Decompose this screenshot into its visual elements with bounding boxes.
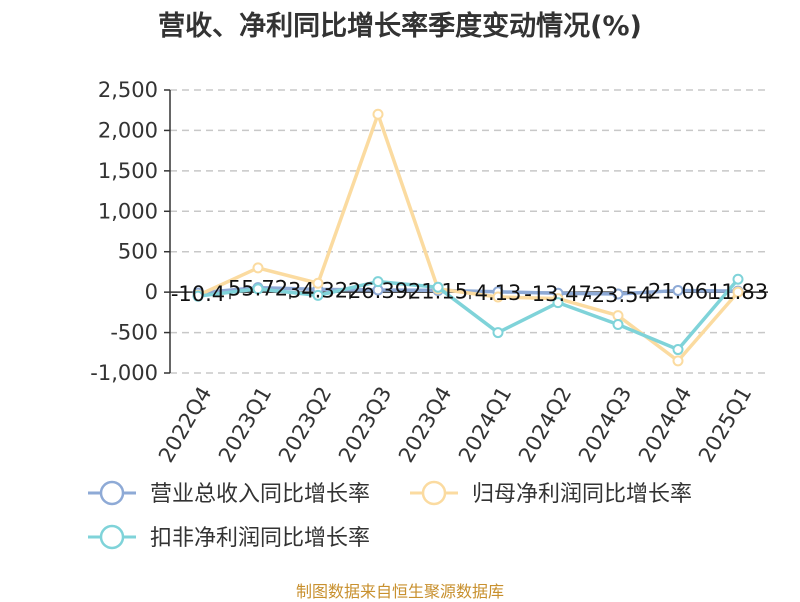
gridlines [170,89,768,374]
data-label: 55.72 [228,277,288,301]
x-tick-label: 2024Q2 [514,383,576,467]
data-point [612,310,624,322]
y-tick-label: -1,000 [90,361,158,385]
data-point [732,286,744,298]
data-label: 21.06 [648,279,708,303]
x-tick-label: 2023Q3 [334,383,396,467]
data-point [612,318,624,330]
data-label: 34.32 [288,278,348,302]
data-label: -23.54 [584,283,652,307]
data-labels: -10.4 55.72 34.32 26.39 21.15 4.13 -13.47-23.5… [171,277,768,307]
data-point [732,273,744,285]
series-line [197,278,740,352]
data-point [552,297,564,309]
x-tick-label: 2023Q1 [214,383,276,467]
data-point [312,277,324,289]
y-tick-label: 2,000 [98,118,158,142]
data-label: -10.4 [171,282,225,306]
legend-label: 归母净利润同比增长率 [472,482,692,507]
x-tick-label: 2024Q1 [454,383,516,467]
x-tick-label: 2025Q1 [694,383,756,467]
data-point [252,262,264,274]
y-axis: 2,500 2,000 1,500 1,000 500 0 -500 -1,000 [90,78,171,385]
x-axis: 2022Q42023Q12023Q22023Q32023Q42024Q12024… [154,291,768,467]
data-label: 21.15 [408,279,468,303]
legend-marker [99,480,125,506]
data-point [612,288,624,300]
y-tick-label: 1,500 [98,159,158,183]
y-tick-label: 2,500 [98,78,158,102]
y-tick-label: 0 [145,280,158,304]
x-tick-label: 2024Q4 [634,383,696,467]
y-tick-label: -500 [110,321,158,345]
data-point [492,327,504,339]
data-label: 11.83 [708,280,768,304]
data-point [672,344,684,356]
y-tick-label: 1,000 [98,199,158,223]
legend-label: 营业总收入同比增长率 [150,482,370,507]
data-label: 4.13 [475,281,522,305]
data-point [432,281,444,293]
series-lines [192,108,744,367]
data-point [252,283,264,295]
data-label: -13.47 [524,282,592,306]
x-tick-label: 2023Q2 [274,383,336,467]
chart-title: 营收、净利同比增长率季度变动情况(%) [158,11,642,42]
data-point [312,289,324,301]
data-point [372,108,384,120]
legend-marker [99,524,125,550]
legend-label: 扣非净利润同比增长率 [150,526,370,551]
data-point [192,290,204,302]
data-point [672,355,684,367]
data-point [672,284,684,296]
data-point [372,276,384,288]
data-label: 26.39 [348,279,408,303]
legend-marker [421,480,447,506]
data-point [492,291,504,303]
series-line [197,112,740,363]
x-tick-label: 2024Q3 [574,383,636,467]
source-note: 制图数据来自恒生聚源数据库 [295,582,504,601]
x-tick-label: 2022Q4 [154,383,216,467]
y-tick-label: 500 [118,240,158,264]
x-tick-label: 2023Q4 [394,383,456,467]
series-line [197,285,739,296]
